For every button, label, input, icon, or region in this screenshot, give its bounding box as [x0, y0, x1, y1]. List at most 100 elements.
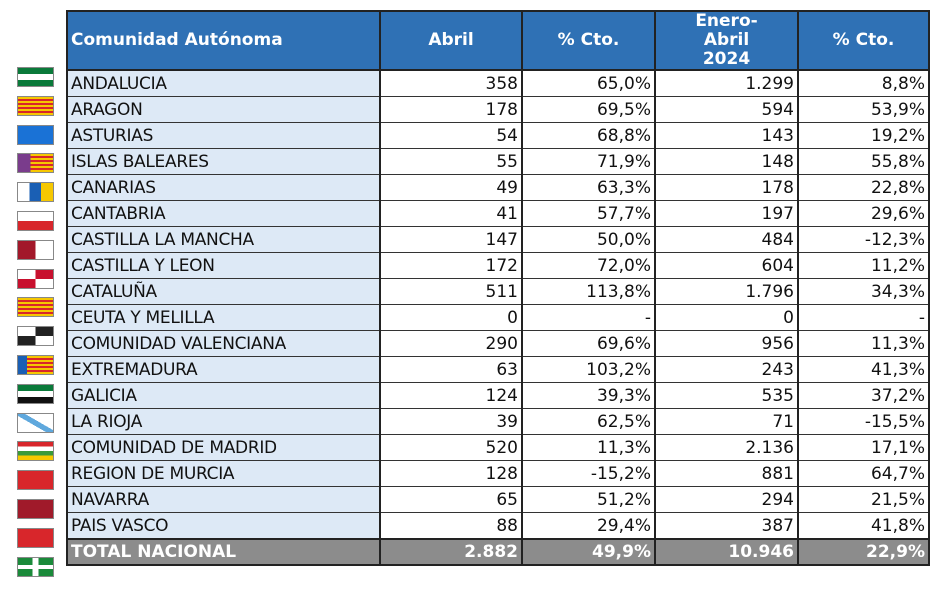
flag-icon: [17, 354, 54, 375]
cell-ea: 387: [654, 512, 799, 540]
cell-abril: 55: [379, 148, 523, 175]
cell-name: NAVARRA: [66, 486, 381, 513]
header-comunidad: Comunidad Autónoma: [66, 10, 381, 71]
flag-icon: [17, 182, 54, 203]
cell-ea: 71: [654, 408, 799, 435]
cell-cto2: 8,8%: [797, 69, 930, 97]
cell-cto1: 62,5%: [521, 408, 656, 435]
cell-cto1: -15,2%: [521, 460, 656, 487]
total-ea: 10.946: [654, 538, 799, 566]
cell-cto1: 63,3%: [521, 174, 656, 201]
flag-icon: [17, 95, 54, 116]
flag-icon: [17, 441, 54, 462]
cell-abril: 65: [379, 486, 523, 513]
flag-icon: [17, 383, 54, 404]
table-row: REGION DE MURCIA 128 -15,2% 881 64,7%: [66, 460, 930, 487]
table-row: COMUNIDAD VALENCIANA 290 69,6% 956 11,3%: [66, 330, 930, 357]
flag-icon: [17, 210, 54, 231]
flag-icon: [17, 239, 54, 260]
cell-cto1: -: [521, 304, 656, 331]
cell-ea: 178: [654, 174, 799, 201]
table-row: GALICIA 124 39,3% 535 37,2%: [66, 382, 930, 409]
cell-cto2: -15,5%: [797, 408, 930, 435]
cell-name: CANARIAS: [66, 174, 381, 201]
cell-ea: 2.136: [654, 434, 799, 461]
cell-abril: 63: [379, 356, 523, 383]
flag-icon: [17, 153, 54, 174]
flag-icon: [17, 124, 54, 145]
cell-abril: 0: [379, 304, 523, 331]
cell-abril: 124: [379, 382, 523, 409]
cell-cto1: 57,7%: [521, 200, 656, 227]
flag-icon: [17, 297, 54, 318]
cell-cto2: 64,7%: [797, 460, 930, 487]
cell-abril: 520: [379, 434, 523, 461]
cell-abril: 358: [379, 69, 523, 97]
cell-name: CASTILLA LA MANCHA: [66, 226, 381, 253]
cell-name: REGION DE MURCIA: [66, 460, 381, 487]
flag-icon: [17, 498, 54, 519]
cell-ea: 594: [654, 96, 799, 123]
cell-ea: 535: [654, 382, 799, 409]
table-row: COMUNIDAD DE MADRID 520 11,3% 2.136 17,1%: [66, 434, 930, 461]
cell-abril: 128: [379, 460, 523, 487]
header-cto-enero-abril: % Cto.: [797, 10, 930, 71]
cell-name: CEUTA Y MELILLA: [66, 304, 381, 331]
cell-ea: 881: [654, 460, 799, 487]
cell-cto2: 11,2%: [797, 252, 930, 279]
table-row: ARAGON 178 69,5% 594 53,9%: [66, 96, 930, 123]
header-row: Comunidad Autónoma Abril % Cto. Enero-Ab…: [66, 10, 930, 71]
cell-cto1: 103,2%: [521, 356, 656, 383]
table-row: CANTABRIA 41 57,7% 197 29,6%: [66, 200, 930, 227]
cell-cto2: 21,5%: [797, 486, 930, 513]
cell-cto2: 17,1%: [797, 434, 930, 461]
cell-cto2: 41,3%: [797, 356, 930, 383]
cell-cto1: 113,8%: [521, 278, 656, 305]
cell-cto1: 71,9%: [521, 148, 656, 175]
cell-name: PAIS VASCO: [66, 512, 381, 540]
cell-abril: 54: [379, 122, 523, 149]
cell-cto1: 11,3%: [521, 434, 656, 461]
header-cto-abril: % Cto.: [521, 10, 656, 71]
total-cto1: 49,9%: [521, 538, 656, 566]
cell-name: CASTILLA Y LEON: [66, 252, 381, 279]
cell-cto2: -: [797, 304, 930, 331]
cell-ea: 294: [654, 486, 799, 513]
total-name: TOTAL NACIONAL: [66, 538, 381, 566]
header-enero-abril: Enero-Abril 2024: [654, 10, 799, 71]
cell-cto2: 11,3%: [797, 330, 930, 357]
cell-abril: 290: [379, 330, 523, 357]
table-row: EXTREMADURA 63 103,2% 243 41,3%: [66, 356, 930, 383]
flag-icon: [17, 527, 54, 548]
table-row: NAVARRA 65 51,2% 294 21,5%: [66, 486, 930, 513]
data-table: Comunidad Autónoma Abril % Cto. Enero-Ab…: [66, 10, 930, 566]
cell-cto2: 53,9%: [797, 96, 930, 123]
flag-icon: [17, 556, 54, 577]
cell-name: CANTABRIA: [66, 200, 381, 227]
cell-name: COMUNIDAD VALENCIANA: [66, 330, 381, 357]
cell-ea: 143: [654, 122, 799, 149]
cell-ea: 1.299: [654, 69, 799, 97]
cell-abril: 41: [379, 200, 523, 227]
cell-ea: 148: [654, 148, 799, 175]
cell-cto1: 69,5%: [521, 96, 656, 123]
cell-abril: 172: [379, 252, 523, 279]
table-row: CANARIAS 49 63,3% 178 22,8%: [66, 174, 930, 201]
cell-ea: 484: [654, 226, 799, 253]
cell-ea: 243: [654, 356, 799, 383]
cell-abril: 178: [379, 96, 523, 123]
header-abril: Abril: [379, 10, 523, 71]
cell-cto2: 37,2%: [797, 382, 930, 409]
cell-name: GALICIA: [66, 382, 381, 409]
cell-ea: 604: [654, 252, 799, 279]
flag-icon: [17, 326, 54, 347]
cell-ea: 1.796: [654, 278, 799, 305]
table-row: LA RIOJA 39 62,5% 71 -15,5%: [66, 408, 930, 435]
cell-cto2: 34,3%: [797, 278, 930, 305]
cell-ea: 0: [654, 304, 799, 331]
cell-name: COMUNIDAD DE MADRID: [66, 434, 381, 461]
table-row: ANDALUCIA 358 65,0% 1.299 8,8%: [66, 69, 930, 97]
cell-abril: 49: [379, 174, 523, 201]
cell-cto1: 72,0%: [521, 252, 656, 279]
cell-cto2: 19,2%: [797, 122, 930, 149]
